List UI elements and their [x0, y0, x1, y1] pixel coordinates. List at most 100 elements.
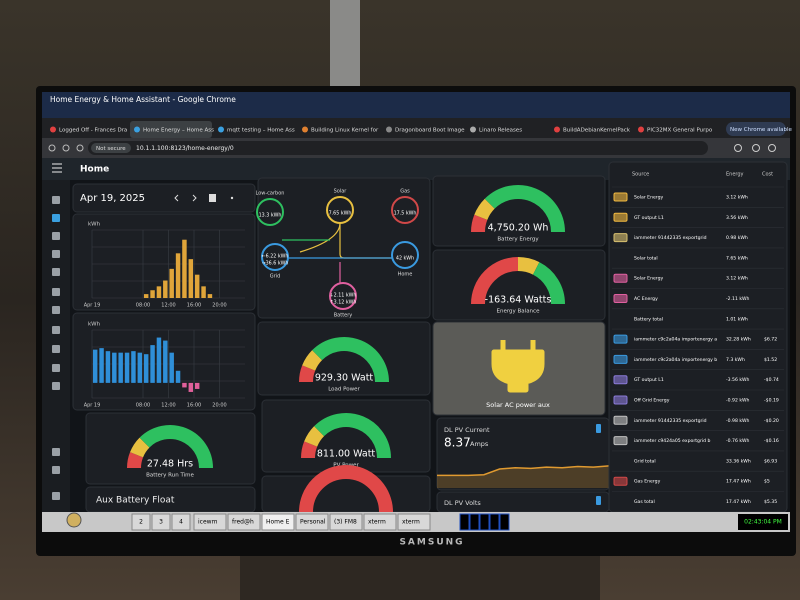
- flow-node: [391, 241, 419, 269]
- bar: [207, 294, 213, 298]
- tab[interactable]: [466, 121, 548, 138]
- omnibox[interactable]: [88, 141, 708, 155]
- source-swatch: [613, 233, 628, 243]
- tab[interactable]: [634, 121, 716, 138]
- nav-button[interactable]: [76, 144, 84, 152]
- workspace-button[interactable]: [151, 513, 171, 531]
- task-button[interactable]: [329, 513, 363, 531]
- sidebar-icon[interactable]: [52, 492, 60, 500]
- workspace-button[interactable]: [131, 513, 151, 531]
- pv-current-unit: Amps: [470, 440, 489, 448]
- tab[interactable]: [46, 121, 128, 138]
- task-button[interactable]: [193, 513, 227, 531]
- source-swatch: [613, 415, 628, 425]
- flow-label: Home: [398, 272, 413, 278]
- task-button[interactable]: [227, 513, 261, 531]
- tab-title: Dragonboard Boot Image: [395, 128, 465, 134]
- source-name: iammeter 91442335 exportgrid: [634, 235, 707, 241]
- toolbar-icon[interactable]: [768, 144, 776, 152]
- source-energy: 7.65 kWh: [726, 255, 748, 261]
- nav-button[interactable]: [62, 144, 70, 152]
- tab[interactable]: [214, 121, 296, 138]
- url: 10.1.1.100:8123/home-energy/0: [136, 145, 234, 152]
- source-energy: 0.98 kWh: [726, 235, 748, 241]
- table-header: Energy: [726, 172, 744, 178]
- monitor-brand: SAMSUNG: [399, 538, 464, 548]
- calendar-icon[interactable]: [209, 194, 216, 202]
- source-swatch: [613, 273, 628, 283]
- nav-button[interactable]: [48, 144, 56, 152]
- card: [261, 399, 431, 473]
- source-name: GT output L1: [634, 377, 664, 383]
- pv-volts-title: DL PV Volts: [444, 499, 481, 507]
- chevron[interactable]: [192, 194, 197, 202]
- task-button[interactable]: [295, 513, 329, 531]
- sidebar-icon[interactable]: [52, 196, 60, 204]
- gauge-value: -163.64 Watts: [485, 295, 552, 306]
- gauge-label: Load Power: [328, 387, 360, 393]
- toolbar-icon[interactable]: [752, 144, 760, 152]
- tab[interactable]: [382, 121, 464, 138]
- sidebar-icon[interactable]: [52, 250, 60, 258]
- workspace-button[interactable]: [171, 513, 191, 531]
- sidebar-icon[interactable]: [52, 382, 60, 390]
- source-name: Solar Energy: [634, 195, 664, 201]
- gauge-value: 811.00 Watt: [317, 449, 376, 460]
- source-cost: $6.72: [764, 337, 777, 343]
- bar: [131, 351, 136, 383]
- source-name: iammeter c9c2a04a importenergy b: [634, 357, 717, 363]
- sidebar-icon[interactable]: [52, 214, 60, 222]
- bar: [175, 370, 181, 383]
- toolbar-icon[interactable]: [734, 144, 742, 152]
- bar: [156, 337, 162, 383]
- source-name: Solar total: [634, 255, 658, 261]
- task-button[interactable]: [261, 513, 295, 531]
- tab[interactable]: [298, 121, 380, 138]
- card: [261, 475, 431, 513]
- bar: [150, 345, 155, 383]
- source-cost: $1.52: [764, 357, 777, 363]
- start-button[interactable]: [66, 512, 82, 528]
- tab-icon: [134, 126, 140, 133]
- tab-icon: [218, 126, 224, 133]
- security-label: Not secure: [96, 146, 126, 152]
- bar: [188, 259, 194, 298]
- bar: [169, 268, 174, 298]
- source-name: Grid total: [634, 458, 656, 464]
- page-title: Home: [80, 165, 109, 175]
- bar: [156, 286, 162, 298]
- tab[interactable]: [550, 121, 632, 138]
- task-button[interactable]: [397, 513, 431, 531]
- tab-icon: [50, 126, 56, 133]
- bar: [137, 352, 143, 383]
- gauge-arc: [127, 452, 144, 469]
- new-chrome-chip[interactable]: [726, 122, 786, 136]
- sidebar-icon[interactable]: [52, 345, 60, 353]
- pv-current-title: DL PV Current: [444, 426, 490, 434]
- sidebar-icon[interactable]: [52, 326, 60, 334]
- sidebar-icon[interactable]: [52, 466, 60, 474]
- chevron[interactable]: [174, 194, 179, 202]
- tab-title: Linaro Releases: [479, 128, 522, 134]
- title-bar: [42, 92, 790, 118]
- sidebar-icon[interactable]: [52, 448, 60, 456]
- source-energy: 17.47 kWh: [726, 479, 751, 485]
- bar: [188, 382, 194, 392]
- source-name: GT output L1: [634, 215, 664, 221]
- sidebar-icon[interactable]: [52, 364, 60, 372]
- source-energy: 33.36 kWh: [726, 458, 751, 464]
- gauge-arc: [532, 262, 565, 305]
- tab[interactable]: [130, 121, 212, 138]
- flow-value: ↓2.11 kWh: [330, 293, 357, 299]
- more-icon[interactable]: [230, 196, 234, 200]
- bar: [143, 354, 149, 383]
- flow-value: →36.6 kWh: [262, 261, 289, 267]
- task-button[interactable]: [363, 513, 397, 531]
- sidebar-icon[interactable]: [52, 232, 60, 240]
- security-chip: [91, 143, 131, 153]
- gauge-arc: [299, 365, 316, 383]
- bar: [163, 340, 168, 383]
- sidebar-icon[interactable]: [52, 288, 60, 296]
- sidebar-icon[interactable]: [52, 306, 60, 314]
- sidebar-icon[interactable]: [52, 268, 60, 276]
